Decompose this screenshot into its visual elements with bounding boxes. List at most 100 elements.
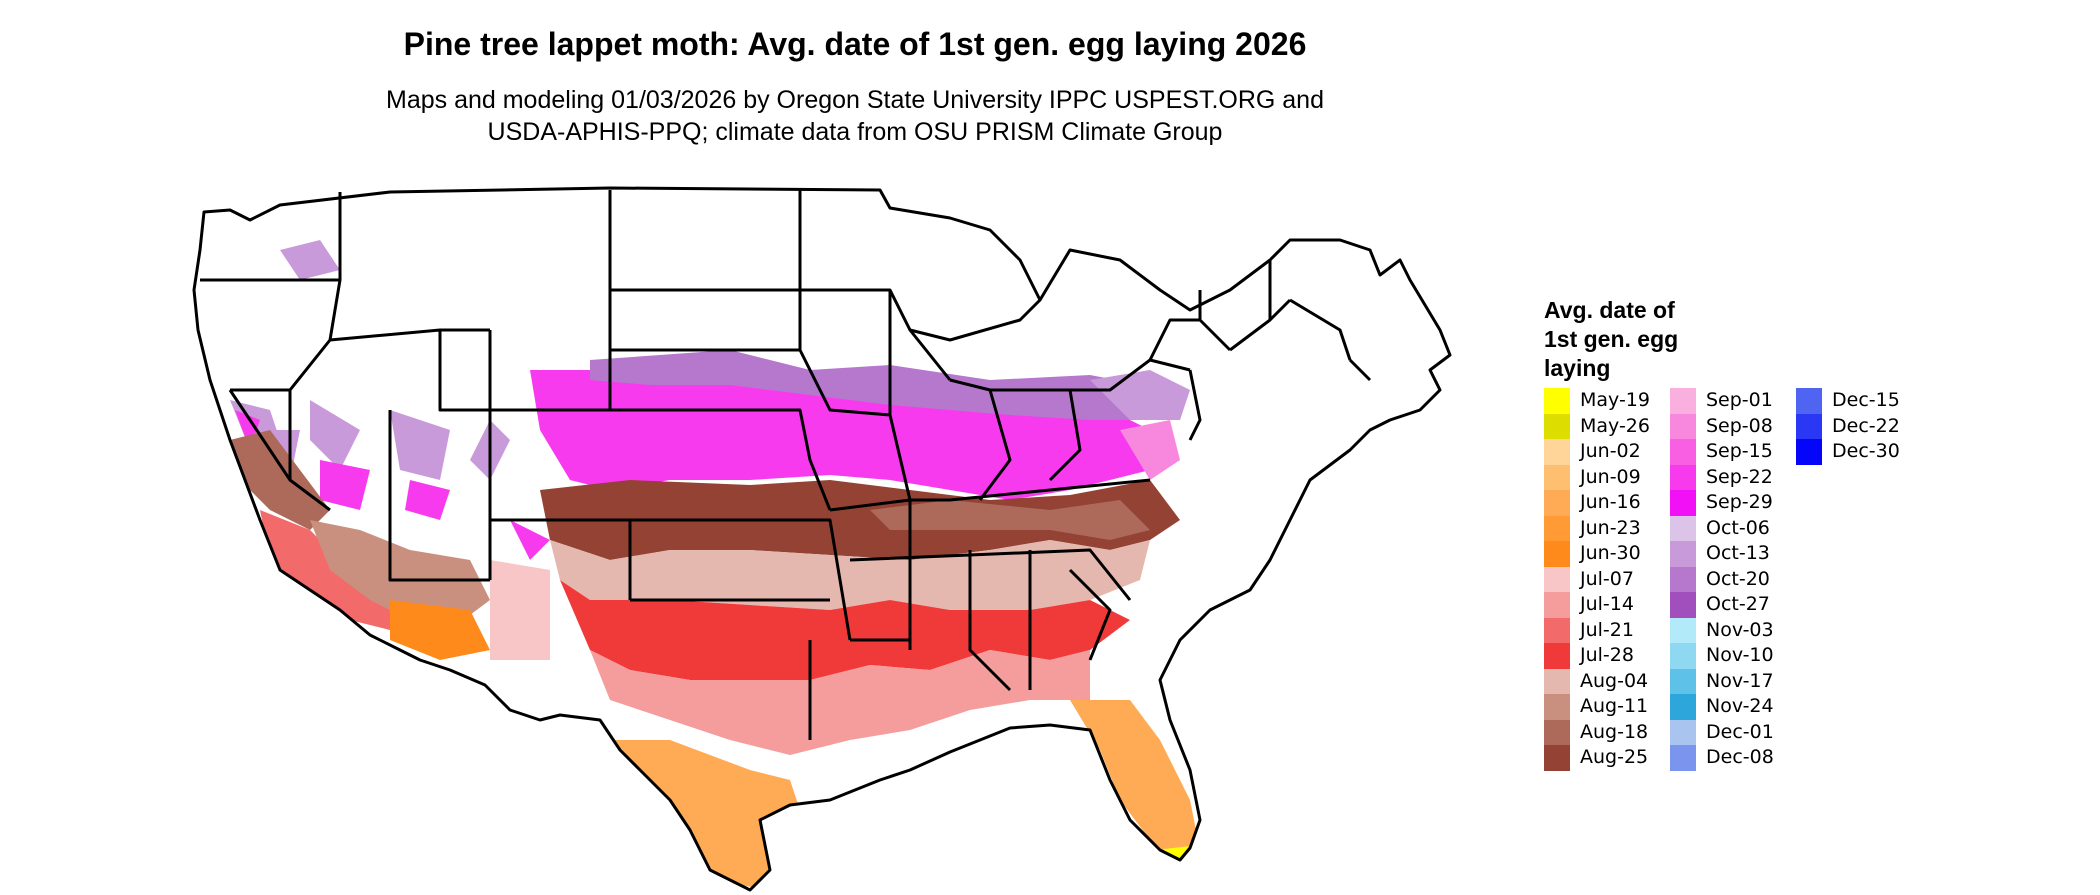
legend-label: Sep-08 bbox=[1706, 414, 1773, 437]
legend-label: Aug-04 bbox=[1580, 669, 1649, 692]
legend-item: Aug-25 bbox=[1544, 745, 1674, 771]
legend-label: May-26 bbox=[1580, 414, 1650, 437]
legend-item: May-19 bbox=[1544, 388, 1674, 414]
state-boundaries bbox=[192, 186, 1452, 892]
legend-swatch bbox=[1544, 464, 1570, 490]
legend-item: Dec-22 bbox=[1796, 413, 1926, 439]
legend-swatch bbox=[1544, 719, 1570, 745]
mountain-purple-patches bbox=[230, 240, 510, 480]
legend-swatch bbox=[1670, 515, 1696, 541]
legend-label: Dec-08 bbox=[1706, 746, 1774, 768]
legend-item: Jul-07 bbox=[1544, 566, 1674, 592]
legend-swatch bbox=[1544, 694, 1570, 720]
legend-label: Jun-02 bbox=[1580, 440, 1641, 462]
legend-title-line-2: 1st gen. egg bbox=[1544, 326, 1679, 352]
legend-label: Jun-16 bbox=[1580, 491, 1641, 513]
legend-label: Nov-10 bbox=[1706, 644, 1774, 666]
southern-pink-band bbox=[550, 540, 1150, 610]
legend-label: Oct-20 bbox=[1706, 567, 1770, 590]
legend-item: Nov-10 bbox=[1670, 643, 1800, 669]
legend-item: Jul-28 bbox=[1544, 643, 1674, 669]
legend-label: Jun-09 bbox=[1580, 465, 1641, 488]
legend-label: Nov-03 bbox=[1706, 618, 1774, 641]
legend-swatch bbox=[1796, 439, 1822, 465]
legend-item: Jul-14 bbox=[1544, 592, 1674, 618]
legend-label: Jun-23 bbox=[1580, 516, 1641, 539]
legend-label: Jun-30 bbox=[1580, 542, 1641, 564]
legend-swatch bbox=[1670, 643, 1696, 669]
legend-item: Dec-01 bbox=[1670, 719, 1800, 745]
florida-orange bbox=[1070, 700, 1200, 870]
legend-item: Oct-06 bbox=[1670, 515, 1800, 541]
legend-item: Dec-08 bbox=[1670, 745, 1800, 771]
legend-item: Sep-08 bbox=[1670, 413, 1800, 439]
southwest-brown-patch bbox=[230, 430, 330, 530]
legend-item: Sep-01 bbox=[1670, 388, 1800, 414]
legend-item: Jun-23 bbox=[1544, 515, 1674, 541]
legend-label: Oct-27 bbox=[1706, 593, 1770, 615]
legend-item: Jun-16 bbox=[1544, 490, 1674, 516]
legend-swatch bbox=[1544, 541, 1570, 567]
legend-label: May-19 bbox=[1580, 389, 1650, 411]
legend-swatch bbox=[1544, 515, 1570, 541]
legend-item: Sep-29 bbox=[1670, 490, 1800, 516]
legend-item: Nov-24 bbox=[1670, 694, 1800, 720]
legend-swatch bbox=[1544, 388, 1570, 414]
northeast-purple bbox=[1090, 370, 1190, 420]
legend-swatch bbox=[1670, 413, 1696, 439]
legend-label: Jul-14 bbox=[1580, 593, 1634, 615]
legend-label: Jul-21 bbox=[1580, 618, 1634, 641]
virginia-pink bbox=[1120, 420, 1180, 480]
map-subtitle-line-1: Maps and modeling 01/03/2026 by Oregon S… bbox=[386, 86, 1324, 114]
legend-swatch bbox=[1544, 592, 1570, 618]
legend-item: Jul-21 bbox=[1544, 617, 1674, 643]
legend-item: Jun-02 bbox=[1544, 439, 1674, 465]
legend-item: Aug-04 bbox=[1544, 668, 1674, 694]
legend-swatch bbox=[1670, 388, 1696, 414]
legend-label: Sep-15 bbox=[1706, 440, 1773, 462]
legend-swatch bbox=[1670, 464, 1696, 490]
legend-item: Sep-22 bbox=[1670, 464, 1800, 490]
new-mexico-pink bbox=[490, 560, 550, 660]
legend-swatch bbox=[1670, 745, 1696, 771]
legend-swatch bbox=[1796, 388, 1822, 414]
legend-swatch bbox=[1796, 413, 1822, 439]
legend-label: Sep-22 bbox=[1706, 465, 1773, 488]
us-phenology-map bbox=[192, 186, 1452, 892]
legend-swatch bbox=[1670, 490, 1696, 516]
legend-swatch bbox=[1544, 490, 1570, 516]
legend-label: Oct-06 bbox=[1706, 516, 1770, 539]
legend-swatch bbox=[1544, 413, 1570, 439]
legend-swatch bbox=[1670, 617, 1696, 643]
legend-swatch bbox=[1544, 439, 1570, 465]
legend-label: Aug-25 bbox=[1580, 746, 1649, 768]
legend-item: Aug-18 bbox=[1544, 719, 1674, 745]
map-title: Pine tree lappet moth: Avg. date of 1st … bbox=[403, 26, 1307, 62]
legend-title-line-3: laying bbox=[1544, 355, 1611, 381]
legend-swatch bbox=[1670, 541, 1696, 567]
legend-swatch bbox=[1670, 566, 1696, 592]
legend-label: Aug-18 bbox=[1580, 720, 1649, 743]
midwest-purple-band bbox=[590, 350, 1170, 420]
map-subtitle-line-2: USDA-APHIS-PPQ; climate data from OSU PR… bbox=[487, 118, 1223, 146]
legend-item: Oct-20 bbox=[1670, 566, 1800, 592]
legend-item: May-26 bbox=[1544, 413, 1674, 439]
legend-title: Avg. date of 1st gen. egg laying bbox=[1544, 296, 1734, 383]
legend-item: Jun-09 bbox=[1544, 464, 1674, 490]
legend-swatch bbox=[1544, 617, 1570, 643]
legend-swatch bbox=[1670, 592, 1696, 618]
legend-item: Oct-13 bbox=[1670, 541, 1800, 567]
legend-swatch bbox=[1670, 668, 1696, 694]
legend-label: Jul-28 bbox=[1580, 644, 1634, 666]
legend-swatch bbox=[1544, 566, 1570, 592]
us-outline bbox=[192, 186, 1452, 892]
legend-item: Sep-15 bbox=[1670, 439, 1800, 465]
legend-label: Dec-15 bbox=[1832, 389, 1900, 411]
interior-state-lines bbox=[200, 190, 1372, 740]
gulf-red-band bbox=[560, 580, 1130, 680]
southeast-brown bbox=[870, 500, 1150, 540]
legend-item: Nov-03 bbox=[1670, 617, 1800, 643]
legend-label: Oct-13 bbox=[1706, 542, 1770, 564]
legend-swatch bbox=[1544, 745, 1570, 771]
legend-item: Dec-30 bbox=[1796, 439, 1926, 465]
